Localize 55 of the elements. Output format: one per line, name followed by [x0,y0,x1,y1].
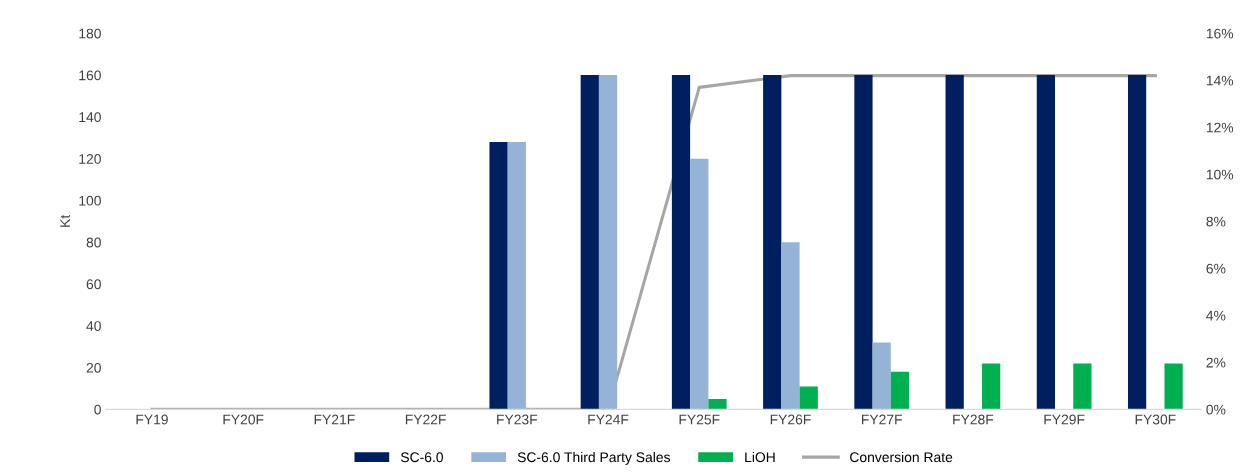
y2-tick-label: 12% [1206,122,1234,133]
x-tick-label: FY28F [953,414,994,425]
x-tick-label: FY20F [223,414,264,425]
y2-tick-label: 4% [1206,310,1226,321]
y2-tick-label: 10% [1206,169,1234,180]
y2-tick-label: 14% [1206,75,1234,86]
y-tick-label: 100 [79,195,101,206]
legend-label: SC-6.0 [400,452,443,463]
bar [872,342,891,410]
bar [507,141,526,410]
y2-tick-label: 0% [1206,404,1226,415]
bar [763,75,782,410]
y-tick-label: 40 [86,321,101,331]
bar [982,363,1001,410]
bar [781,242,800,410]
x-tick-label: FY24F [588,414,629,425]
y-tick-label: 180 [79,28,101,39]
y-tick-label: 80 [86,237,101,248]
bar [890,371,910,410]
x-tick-label: FY23F [497,414,538,425]
x-tick-label: FY26F [770,414,811,425]
x-tick-label: FY29F [1044,414,1085,425]
x-tick-label: FY30F [1135,414,1176,425]
bar [598,75,618,410]
bar [1073,363,1092,410]
bar [580,75,599,410]
legend-label: SC-6.0 Third Party Sales [517,451,671,465]
x-tick-label: FY19 [136,414,168,425]
bar [799,386,818,410]
bar [690,158,709,410]
bar [1127,75,1147,410]
y-tick-label: 140 [79,112,101,123]
x-tick-label: FY21F [314,414,355,425]
bar [854,75,873,410]
legend-label: Conversion Rate [850,451,953,463]
y2-tick-label: 16% [1206,28,1234,39]
y2-tick-label: 8% [1206,216,1226,227]
bar [489,141,508,410]
y-axis-title: Kt [60,214,70,227]
bar [945,75,964,410]
y-tick-label: 60 [86,279,101,290]
y2-tick-label: 6% [1206,263,1226,274]
legend-label: LiOH [745,451,775,463]
bar [708,398,727,410]
x-tick-label: FY22F [405,414,446,425]
y-tick-label: 0 [94,404,101,415]
bar [1164,363,1183,410]
y-tick-label: 20 [86,362,101,373]
x-tick-label: FY27F [861,414,902,425]
bar [671,75,691,410]
bar [1036,75,1056,410]
x-tick-label: FY25F [679,414,720,425]
y-tick-label: 160 [79,70,101,81]
y-tick-label: 120 [79,154,101,164]
y2-tick-label: 2% [1206,357,1226,368]
